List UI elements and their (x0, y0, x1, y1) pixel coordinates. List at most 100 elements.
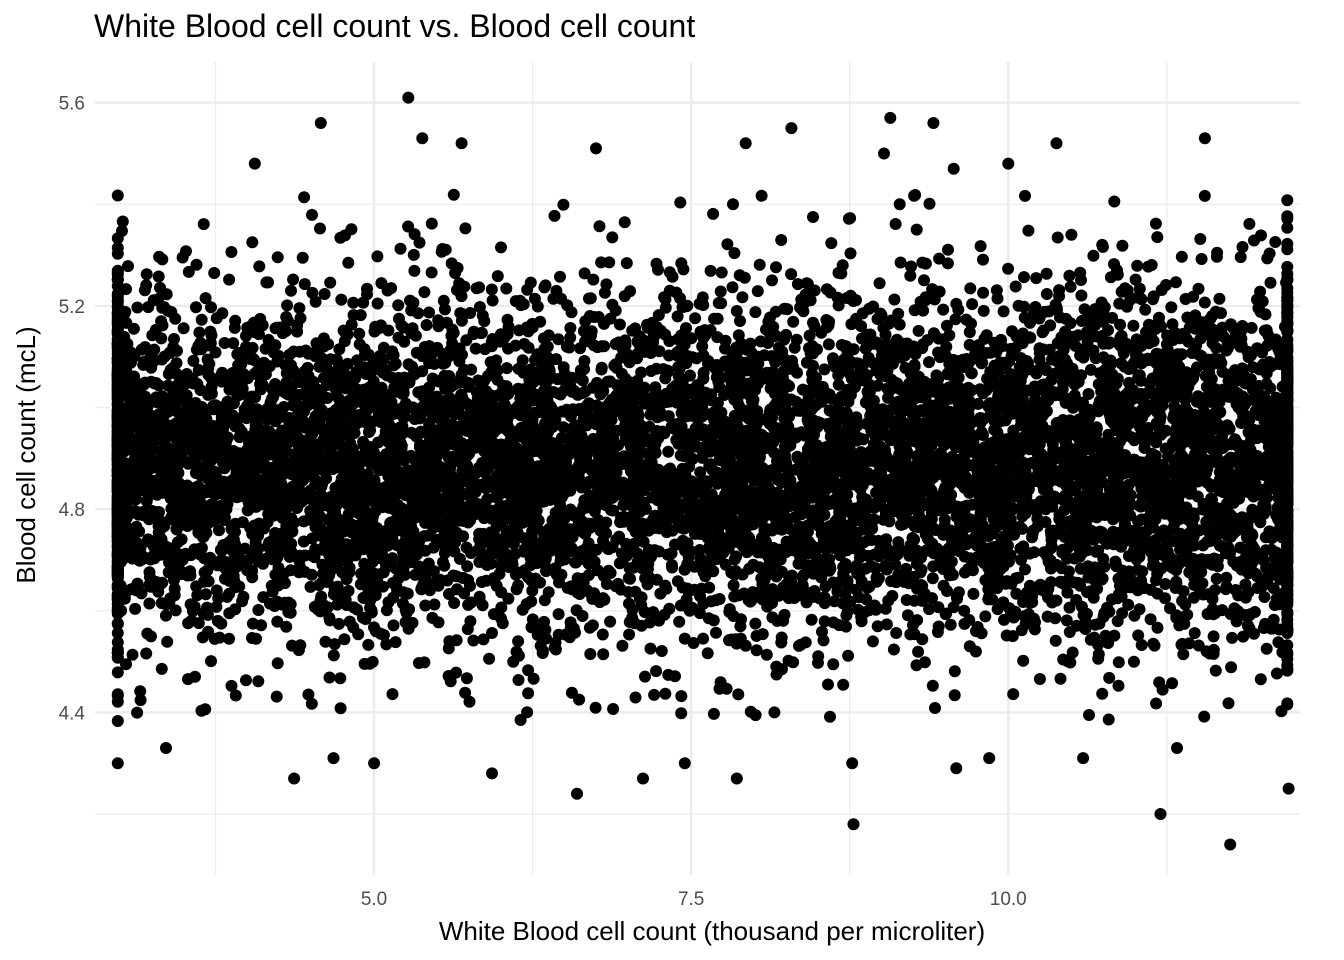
data-point (1112, 656, 1125, 669)
data-point (1269, 236, 1282, 248)
data-point (281, 299, 294, 312)
data-point (550, 353, 563, 366)
data-point (528, 292, 541, 305)
data-point (496, 617, 509, 630)
data-point (225, 246, 238, 258)
data-point (485, 283, 498, 296)
data-point (564, 322, 577, 334)
data-point (980, 347, 992, 359)
data-point (470, 282, 483, 295)
data-point (160, 288, 173, 301)
data-point (986, 593, 999, 606)
data-point (948, 689, 961, 702)
data-point (606, 298, 619, 311)
data-point (357, 383, 370, 396)
data-point (293, 302, 306, 315)
data-point (229, 689, 242, 702)
data-point (271, 615, 284, 628)
data-point (727, 198, 739, 211)
data-point (1220, 571, 1233, 584)
data-point (579, 528, 592, 540)
data-point (190, 301, 202, 314)
data-point (606, 231, 619, 244)
data-point (726, 281, 739, 294)
data-point (201, 601, 213, 614)
data-point (812, 650, 825, 663)
data-point (1066, 646, 1079, 659)
data-point (697, 632, 710, 645)
data-point (1270, 667, 1283, 680)
data-point (1081, 586, 1094, 599)
data-point (754, 335, 767, 348)
data-point (647, 606, 660, 619)
data-point (1130, 333, 1143, 346)
data-point (1022, 224, 1035, 237)
data-point (280, 311, 293, 323)
data-point (156, 253, 169, 266)
data-point (554, 270, 566, 283)
data-point (500, 362, 513, 375)
data-point (945, 555, 958, 568)
data-point (1224, 546, 1237, 559)
data-point (345, 379, 358, 392)
data-point (507, 537, 520, 550)
data-point (872, 534, 885, 547)
data-point (111, 189, 124, 202)
data-point (1007, 688, 1020, 701)
data-point (1236, 241, 1249, 253)
data-point (354, 309, 367, 322)
data-point (262, 425, 275, 438)
data-point (749, 617, 762, 630)
data-point (473, 301, 486, 313)
data-point (513, 566, 525, 579)
data-point (375, 277, 388, 290)
data-point (428, 357, 441, 370)
data-point (893, 198, 906, 211)
data-point (803, 329, 816, 342)
data-point (712, 297, 725, 309)
data-point (1210, 572, 1223, 585)
data-point (271, 251, 284, 264)
data-point (732, 688, 745, 701)
data-point (1010, 587, 1023, 600)
data-point (161, 635, 174, 648)
data-point (662, 668, 675, 681)
data-point (684, 545, 697, 558)
data-point (735, 613, 747, 626)
data-point (426, 347, 438, 360)
data-point (1054, 672, 1067, 685)
data-point (977, 253, 989, 266)
data-point (714, 285, 727, 298)
data-point (1211, 246, 1224, 259)
data-point (280, 620, 293, 633)
data-point (916, 256, 929, 269)
data-point (140, 495, 153, 507)
data-point (1149, 217, 1162, 230)
data-point (644, 642, 657, 655)
data-point (1033, 673, 1046, 685)
data-point (750, 644, 763, 657)
data-point (536, 647, 549, 659)
data-point (1127, 319, 1140, 332)
data-point (727, 579, 740, 592)
data-point (1122, 598, 1135, 611)
data-point (596, 628, 609, 641)
data-point (1112, 679, 1125, 692)
data-point (912, 645, 925, 658)
data-point (1139, 303, 1152, 316)
data-point (319, 635, 332, 648)
data-point (1103, 336, 1116, 349)
data-point (229, 603, 242, 616)
data-point (908, 304, 921, 317)
data-point (693, 607, 706, 620)
data-point (1281, 212, 1294, 225)
data-point (467, 634, 480, 647)
data-point (323, 614, 336, 627)
data-point (334, 672, 347, 685)
data-point (187, 354, 200, 367)
data-point (362, 638, 375, 651)
data-point (448, 597, 461, 609)
data-point (504, 434, 517, 447)
data-point (659, 687, 672, 700)
data-point (753, 258, 766, 271)
